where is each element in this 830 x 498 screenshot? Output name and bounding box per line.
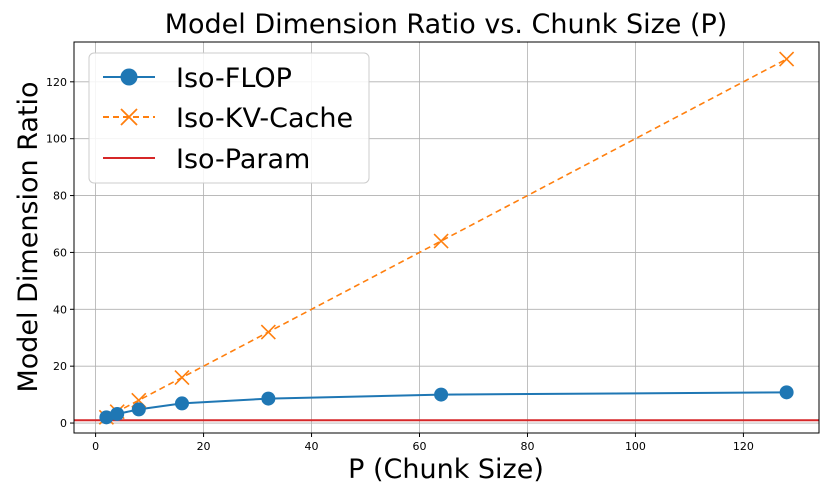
x-axis-title: P (Chunk Size) [348, 454, 544, 485]
iso-kv-cache-point [779, 51, 795, 67]
iso-kv-cache-point [174, 369, 190, 386]
legend-iso-flop-marker [120, 68, 138, 86]
iso-kv-cache-point [260, 324, 276, 340]
y-tick-label: 0 [60, 417, 67, 430]
legend-iso-flop-label: Iso-FLOP [176, 63, 292, 94]
x-tick-label: 120 [733, 440, 754, 453]
iso-flop-point [174, 396, 189, 411]
chart-title: Model Dimension Ratio vs. Chunk Size (P) [165, 9, 728, 40]
y-tick-label: 60 [53, 246, 67, 259]
y-tick-label: 120 [46, 76, 67, 89]
y-axis-ticks: 0 20 40 60 80 100 120 [46, 76, 74, 430]
legend-iso-param-label: Iso-Param [176, 144, 310, 175]
x-tick-label: 0 [92, 440, 99, 453]
iso-flop-point [779, 385, 794, 400]
y-tick-label: 20 [53, 360, 67, 373]
x-tick-label: 60 [413, 440, 427, 453]
iso-flop-point [99, 410, 114, 425]
plot-frame [73, 41, 820, 434]
iso-flop-point [110, 406, 125, 421]
x-axis-ticks: 0 20 40 60 80 100 120 [92, 433, 754, 453]
iso-flop-point [261, 391, 276, 406]
x-tick-label: 40 [305, 440, 319, 453]
y-tick-label: 100 [46, 133, 67, 146]
legend: Iso-FLOP Iso-KV-Cache Iso-Param [88, 52, 370, 184]
x-tick-label: 100 [625, 440, 646, 453]
iso-flop-point [434, 387, 449, 402]
legend-iso-kv-cache-label: Iso-KV-Cache [176, 103, 353, 134]
x-tick-label: 80 [520, 440, 534, 453]
y-tick-label: 40 [53, 303, 67, 316]
iso-kv-cache-point [433, 233, 449, 249]
y-tick-label: 80 [53, 190, 67, 203]
iso-flop-point [131, 402, 146, 417]
legend-iso-kv-cache-marker [120, 108, 138, 126]
legend-box [88, 52, 370, 184]
x-tick-label: 20 [197, 440, 211, 453]
y-axis-title: Model Dimension Ratio [13, 81, 44, 392]
series-layer [74, 51, 819, 425]
